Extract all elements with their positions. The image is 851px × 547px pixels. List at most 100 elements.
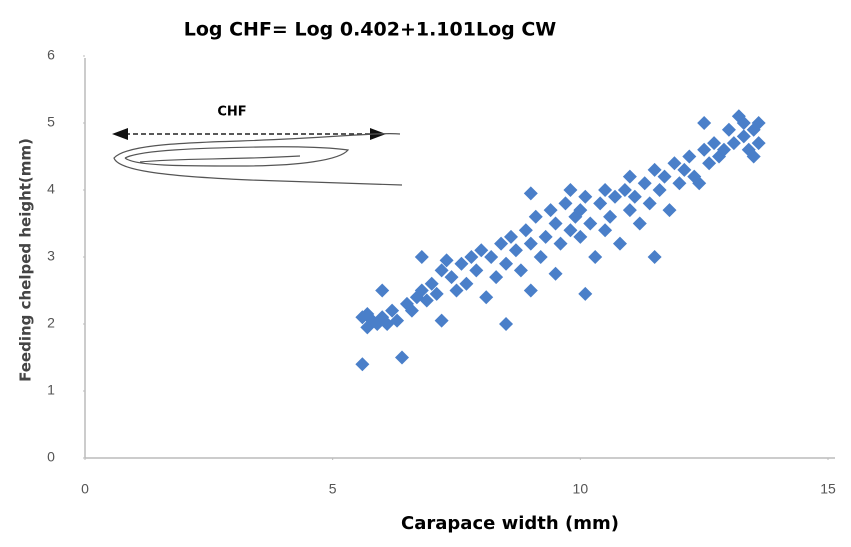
point <box>667 156 682 171</box>
claw-outline <box>113 133 403 186</box>
x-tick-label: 5 <box>329 481 337 497</box>
point <box>543 203 558 218</box>
point <box>523 283 538 298</box>
point <box>578 286 593 301</box>
point <box>444 270 459 285</box>
point <box>523 236 538 251</box>
point <box>707 136 722 151</box>
point <box>736 116 751 130</box>
point <box>395 350 410 365</box>
point <box>578 189 593 204</box>
point <box>558 196 573 211</box>
point <box>449 283 464 298</box>
point <box>538 229 553 244</box>
point <box>499 317 514 331</box>
y-tick-label: 0 <box>47 449 55 465</box>
point <box>598 183 613 197</box>
point <box>617 183 632 197</box>
point <box>583 216 598 231</box>
point <box>548 266 563 281</box>
point <box>479 290 494 305</box>
arrow-head <box>112 128 128 140</box>
point <box>563 223 578 238</box>
point <box>608 189 623 204</box>
point <box>627 189 642 204</box>
x-tick-label: 15 <box>820 481 836 497</box>
point <box>414 283 429 298</box>
point <box>484 250 499 264</box>
point <box>414 250 429 264</box>
point <box>612 236 627 251</box>
point <box>355 357 370 372</box>
point <box>721 122 736 137</box>
point <box>424 276 439 291</box>
point <box>434 313 449 328</box>
point <box>573 203 588 218</box>
point <box>429 286 444 301</box>
point <box>459 276 474 291</box>
x-tick-label: 0 <box>81 481 89 497</box>
claw-detail <box>139 155 301 163</box>
point <box>518 223 533 238</box>
y-axis-label: Feeding chelped height(mm) <box>17 138 35 382</box>
point <box>533 250 548 264</box>
point <box>657 169 672 184</box>
point <box>548 216 563 231</box>
point <box>563 183 578 197</box>
point <box>746 149 761 164</box>
point <box>474 243 489 258</box>
point <box>647 162 662 177</box>
point <box>726 136 741 151</box>
point <box>419 293 434 308</box>
point <box>528 209 543 224</box>
y-tick-label: 6 <box>47 47 55 63</box>
x-tick-label: 10 <box>573 481 589 497</box>
point <box>523 186 538 201</box>
point <box>553 236 568 251</box>
point <box>697 142 712 157</box>
point <box>489 270 504 285</box>
point <box>390 313 405 328</box>
inset-diagram <box>112 128 403 186</box>
point <box>404 303 419 318</box>
point <box>598 223 613 238</box>
point <box>494 236 509 251</box>
point <box>642 196 657 211</box>
point <box>499 256 514 271</box>
point <box>503 229 518 244</box>
point <box>702 156 717 171</box>
point <box>434 263 449 278</box>
annotation: CHF <box>217 105 246 120</box>
point <box>508 243 523 258</box>
chart-title: Log CHF= Log 0.402+1.101Log CW <box>184 19 557 41</box>
point <box>652 183 667 197</box>
point <box>593 196 608 211</box>
y-tick-label: 5 <box>47 114 55 130</box>
point <box>622 169 637 184</box>
point <box>622 203 637 218</box>
point <box>603 209 618 224</box>
y-tick-label: 4 <box>47 181 55 197</box>
point <box>697 116 712 130</box>
point <box>469 263 484 278</box>
point <box>716 142 731 157</box>
point <box>751 136 766 151</box>
point <box>385 303 400 318</box>
point <box>672 176 687 191</box>
point <box>375 283 390 298</box>
point <box>647 250 662 264</box>
point <box>573 229 588 244</box>
point <box>677 162 692 177</box>
point <box>682 149 697 164</box>
point <box>751 116 766 130</box>
point <box>632 216 647 231</box>
point <box>360 306 375 321</box>
point <box>692 176 707 191</box>
point <box>513 263 528 278</box>
point <box>637 176 652 191</box>
point <box>736 129 751 144</box>
x-axis-label: Carapace width (mm) <box>401 513 619 534</box>
y-tick-label: 1 <box>47 382 55 398</box>
